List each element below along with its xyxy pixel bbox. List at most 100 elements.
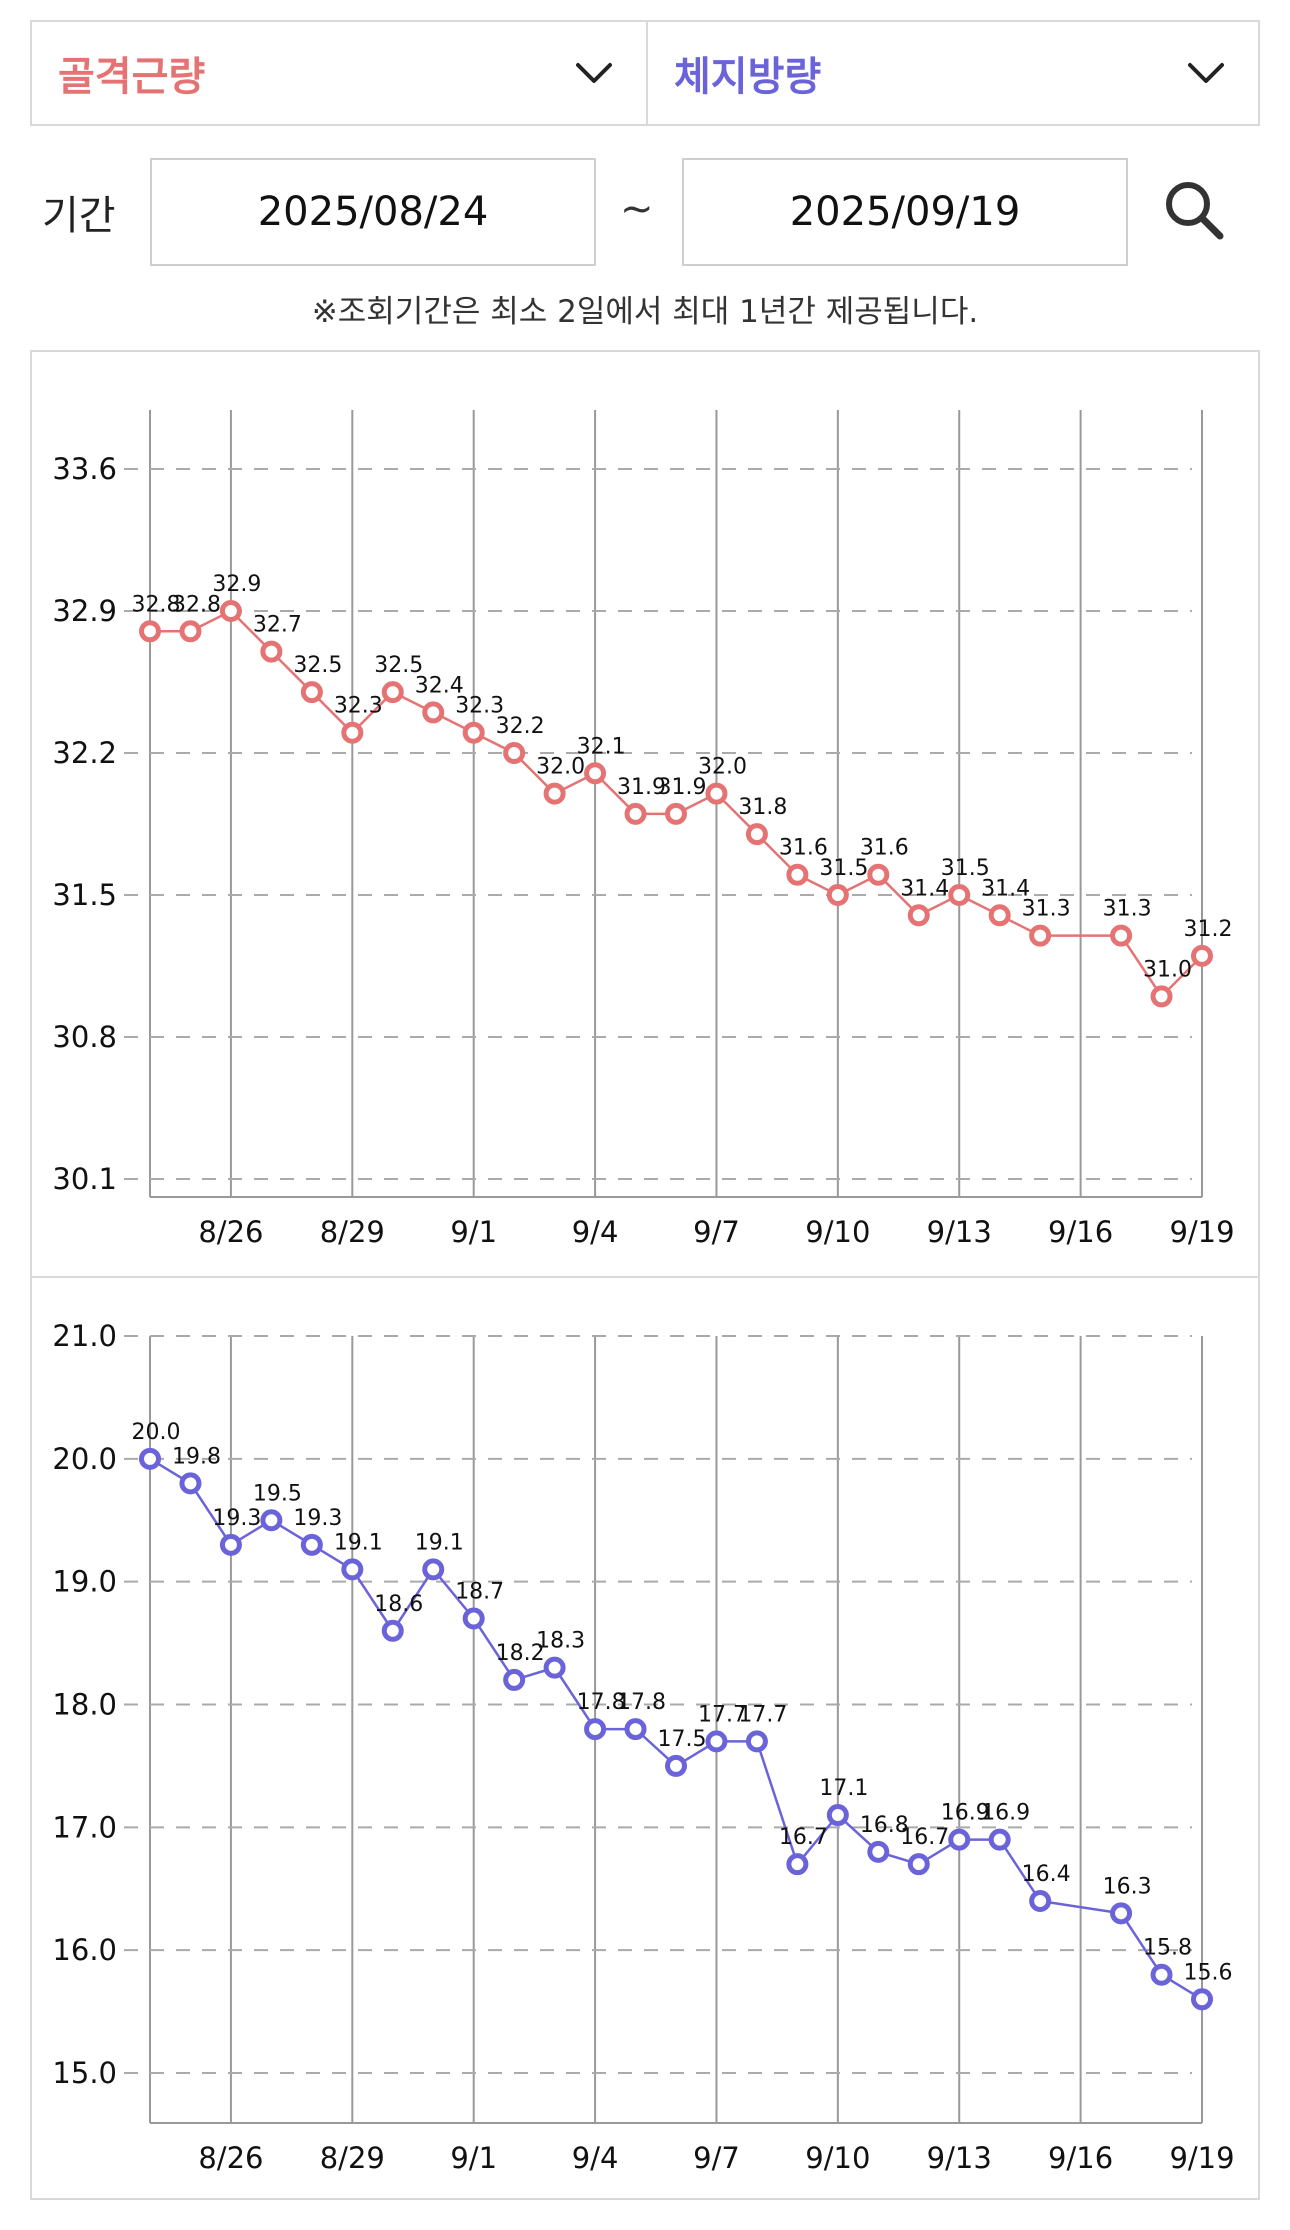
data-point[interactable] (543, 782, 566, 805)
data-label: 31.4 (900, 876, 949, 901)
data-point[interactable] (907, 1853, 930, 1876)
data-point[interactable] (1191, 944, 1213, 967)
data-point[interactable] (745, 823, 768, 846)
data-point[interactable] (624, 1718, 647, 1741)
data-point[interactable] (179, 1472, 202, 1495)
data-label: 19.3 (212, 1506, 261, 1531)
y-tick-label: 18.0 (52, 1688, 117, 1722)
muscle-mass-chart: 33.6 32.9 32.2 31.5 30.8 30.1 8/26 8/29 9/1 9/4 9/… (52, 410, 1235, 1249)
data-point[interactable] (705, 782, 728, 805)
x-tick-label: 9/7 (693, 1215, 740, 1249)
data-point[interactable] (503, 742, 526, 764)
data-point[interactable] (139, 1447, 161, 1470)
start-date-input[interactable]: 2025/08/24 (150, 158, 596, 266)
data-point[interactable] (503, 1668, 526, 1691)
data-point[interactable] (948, 884, 971, 906)
data-point[interactable] (705, 1730, 728, 1753)
data-point[interactable] (988, 1828, 1011, 1851)
x-tick-label: 9/19 (1169, 1215, 1234, 1249)
data-point[interactable] (422, 701, 445, 724)
data-point[interactable] (219, 600, 242, 622)
search-icon[interactable] (1160, 176, 1230, 246)
data-point[interactable] (907, 904, 930, 927)
data-point[interactable] (341, 721, 364, 744)
data-point[interactable] (179, 620, 202, 643)
data-label: 16.9 (981, 1801, 1030, 1826)
data-point[interactable] (867, 1840, 890, 1863)
data-point[interactable] (948, 1828, 971, 1851)
data-label: 32.2 (496, 714, 545, 739)
data-point[interactable] (584, 1718, 607, 1741)
muscle-chart-panel: 33.6 32.9 32.2 31.5 30.8 30.1 8/26 8/29 9/1 9/4 9/… (30, 350, 1260, 1278)
data-point[interactable] (1191, 1988, 1213, 2011)
data-point[interactable] (381, 681, 404, 704)
data-label: 20.0 (132, 1420, 181, 1445)
data-point[interactable] (422, 1558, 445, 1581)
data-point[interactable] (381, 1619, 404, 1642)
end-date-input[interactable]: 2025/09/19 (682, 158, 1128, 266)
data-point[interactable] (665, 1754, 687, 1777)
data-label: 32.1 (577, 734, 626, 759)
x-tick-label: 9/1 (450, 2141, 497, 2175)
y-tick-label: 15.0 (52, 2056, 117, 2090)
data-point[interactable] (219, 1533, 242, 1556)
data-label: 31.4 (981, 876, 1030, 901)
data-label: 18.7 (455, 1580, 504, 1605)
data-point[interactable] (1150, 1963, 1173, 1986)
x-tick-label: 9/4 (572, 2141, 619, 2175)
x-tick-label: 8/29 (320, 2141, 385, 2175)
data-point[interactable] (260, 640, 283, 663)
data-label: 19.8 (172, 1444, 221, 1469)
data-point[interactable] (988, 904, 1011, 927)
x-tick-label: 9/10 (805, 2141, 870, 2175)
data-point[interactable] (300, 1533, 323, 1556)
data-point[interactable] (1029, 924, 1052, 947)
date-range-separator: ~ (620, 186, 654, 232)
y-tick-label: 32.9 (52, 594, 117, 628)
data-label: 31.3 (1103, 897, 1152, 922)
data-point[interactable] (139, 620, 161, 643)
data-point[interactable] (786, 863, 809, 886)
data-label: 19.5 (253, 1481, 302, 1506)
data-point[interactable] (826, 884, 849, 906)
data-point[interactable] (1110, 924, 1133, 947)
data-point[interactable] (1150, 985, 1173, 1008)
data-label: 32.0 (536, 755, 585, 780)
data-label: 18.3 (536, 1629, 585, 1654)
data-point[interactable] (462, 721, 485, 744)
y-tick-label: 19.0 (52, 1565, 117, 1599)
data-label: 32.8 (172, 592, 221, 617)
data-point[interactable] (786, 1853, 809, 1876)
x-tick-label: 9/13 (927, 2141, 992, 2175)
data-point[interactable] (867, 863, 890, 886)
data-label: 15.6 (1184, 1960, 1233, 1985)
y-tick-label: 30.1 (52, 1162, 117, 1196)
y-tick-label: 17.0 (52, 1810, 117, 1844)
data-label: 16.4 (1022, 1862, 1071, 1887)
data-point[interactable] (1110, 1902, 1133, 1925)
x-tick-label: 8/26 (198, 2141, 263, 2175)
data-point[interactable] (260, 1509, 283, 1532)
data-point[interactable] (300, 681, 323, 704)
x-tick-label: 9/13 (927, 1215, 992, 1249)
data-point[interactable] (584, 762, 607, 785)
data-point[interactable] (665, 802, 687, 825)
data-label: 19.1 (415, 1530, 464, 1555)
data-label: 32.3 (334, 694, 383, 719)
data-point[interactable] (543, 1656, 566, 1679)
metric-select-left[interactable]: 골격근량 (30, 20, 648, 126)
data-label: 16.7 (779, 1825, 828, 1850)
data-label: 31.8 (738, 795, 787, 820)
data-point[interactable] (745, 1730, 768, 1753)
data-label: 32.3 (455, 694, 504, 719)
data-point[interactable] (826, 1804, 849, 1827)
metric-select-right[interactable]: 체지방량 (646, 20, 1260, 126)
vertical-grid (149, 410, 1203, 1197)
data-label: 17.7 (698, 1702, 747, 1727)
data-point[interactable] (1029, 1890, 1052, 1913)
data-point[interactable] (341, 1558, 364, 1581)
data-point[interactable] (624, 802, 647, 825)
data-label: 31.0 (1143, 957, 1192, 982)
data-point[interactable] (462, 1607, 485, 1630)
y-tick-label: 32.2 (52, 736, 117, 770)
